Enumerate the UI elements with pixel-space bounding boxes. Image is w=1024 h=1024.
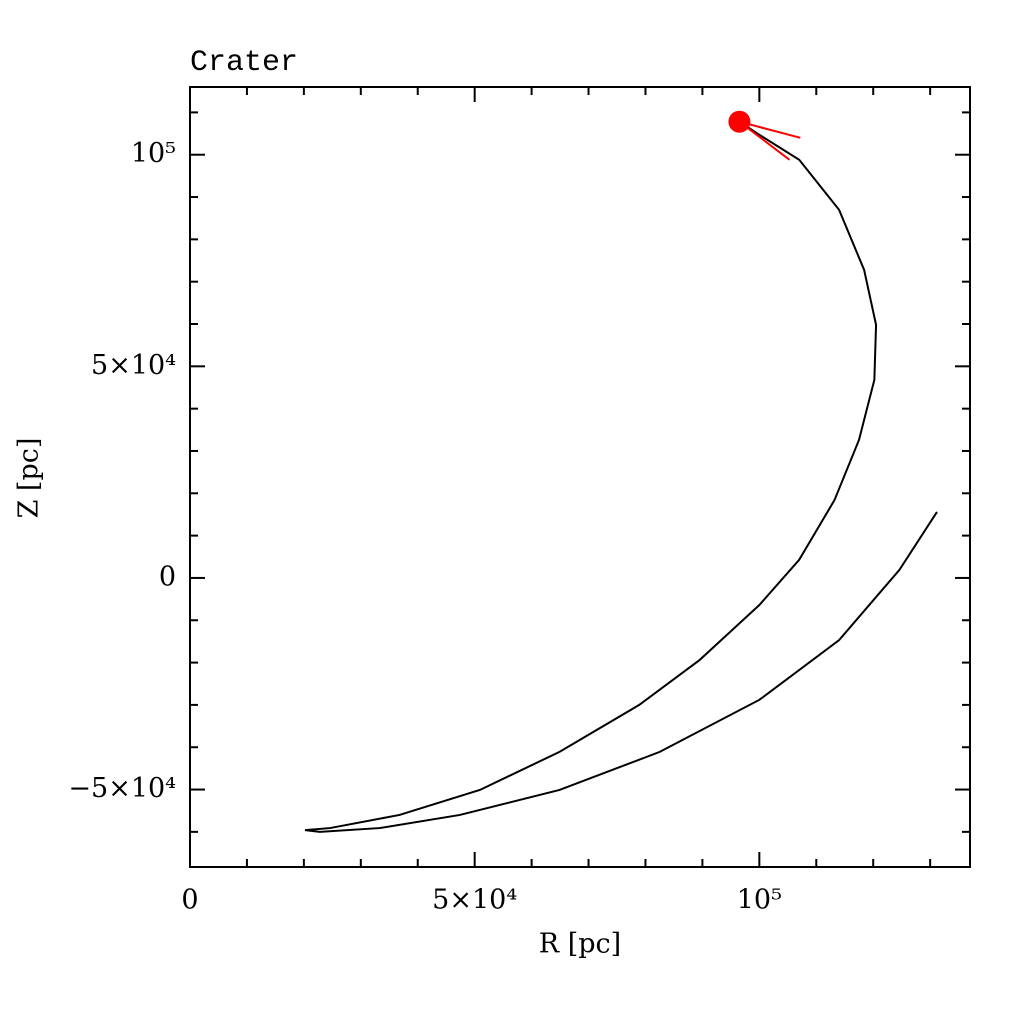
velocity-line xyxy=(738,120,791,161)
chart-title: Crater xyxy=(190,46,298,80)
x-tick-label: 10⁵ xyxy=(737,885,782,916)
x-tick-label: 5×10⁴ xyxy=(432,885,517,916)
plot-frame xyxy=(189,86,971,868)
x-tick-label: 0 xyxy=(181,885,198,916)
y-tick-label: −5×10⁴ xyxy=(68,773,176,804)
y-axis-label: Z [pc] xyxy=(14,438,45,519)
y-tick-label: 10⁵ xyxy=(131,138,176,169)
x-axis-label: R [pc] xyxy=(539,929,621,960)
orbit-line xyxy=(304,120,938,833)
velocity-line xyxy=(739,120,801,139)
y-tick-label: 5×10⁴ xyxy=(91,350,176,381)
y-tick-label: 0 xyxy=(159,561,176,592)
